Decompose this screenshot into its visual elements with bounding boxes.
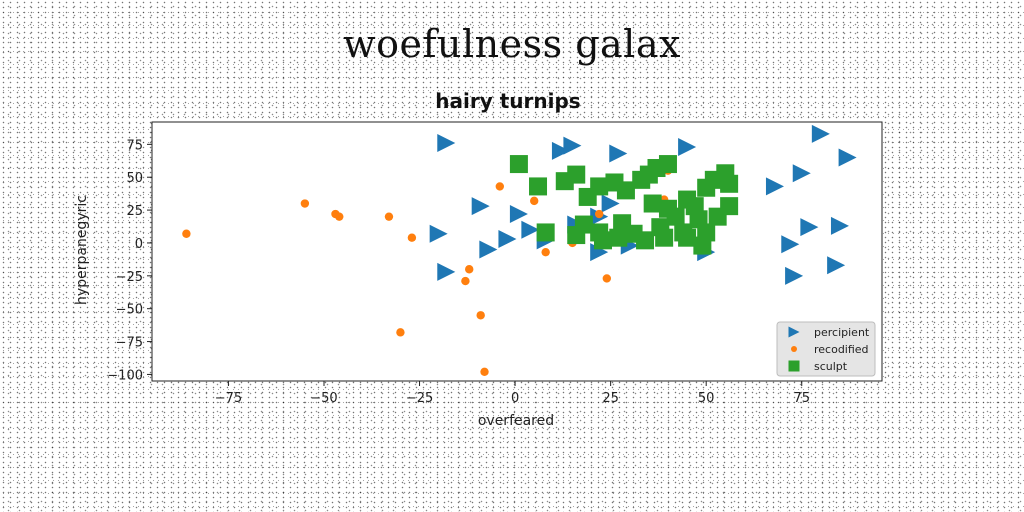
recodified-point xyxy=(495,182,505,191)
percipient-point xyxy=(830,216,849,235)
percipient-point xyxy=(479,240,498,259)
x-tick-label: −50 xyxy=(310,391,337,406)
sculpt-point xyxy=(567,165,586,184)
legend-label: sculpt xyxy=(814,360,848,373)
recodified-point xyxy=(594,209,604,219)
percipient-point xyxy=(437,134,456,153)
sculpt-point xyxy=(613,214,632,233)
recodified-point xyxy=(396,328,405,337)
recodified-point xyxy=(335,212,344,221)
percipient-point xyxy=(800,218,819,237)
percipient-point xyxy=(509,205,528,224)
percipient-point xyxy=(785,266,804,285)
percipient-point xyxy=(551,141,570,160)
recodified-point xyxy=(384,212,394,221)
x-tick-label: −75 xyxy=(215,391,242,406)
recodified-point xyxy=(480,367,489,376)
percipient-point xyxy=(563,136,582,155)
sculpt-point xyxy=(529,177,548,196)
sculpt-point xyxy=(643,194,662,213)
x-tick-label: 0 xyxy=(511,391,519,406)
percipient-point xyxy=(437,262,456,281)
sculpt-point xyxy=(590,177,609,196)
recodified-point xyxy=(602,274,612,283)
y-tick-label: −100 xyxy=(107,368,143,383)
recodified-point xyxy=(541,247,550,257)
y-tick-label: −25 xyxy=(116,270,143,285)
x-tick-label: 50 xyxy=(698,391,715,406)
recodified-point xyxy=(529,196,539,206)
percipient-point xyxy=(827,256,846,275)
x-tick-label: 25 xyxy=(602,391,619,406)
legend-marker-sculpt xyxy=(788,360,800,372)
x-tick-label: 75 xyxy=(793,391,810,406)
y-axis-label: hyperpanegyric xyxy=(74,195,90,305)
sculpt-point xyxy=(616,181,635,200)
percipient-point xyxy=(521,220,540,239)
y-tick-label: 75 xyxy=(126,138,143,153)
sculpt-point xyxy=(678,228,697,247)
y-tick-label: 50 xyxy=(126,171,143,186)
y-tick-label: −75 xyxy=(116,336,143,351)
legend-marker-recodified xyxy=(791,346,797,352)
recodified-point xyxy=(461,276,470,286)
recodified-point xyxy=(476,311,485,320)
data-points xyxy=(182,124,857,376)
x-axis-label: overfeared xyxy=(478,413,554,429)
x-tick-label: −25 xyxy=(406,391,433,406)
y-tick-label: −50 xyxy=(116,303,143,318)
y-tick-label: 0 xyxy=(135,237,143,252)
percipient-point xyxy=(429,224,448,243)
sculpt-point xyxy=(720,174,739,193)
legend-box xyxy=(776,321,876,377)
sculpt-point xyxy=(609,228,628,247)
sculpt-point xyxy=(666,207,685,226)
legend-marker-percipient xyxy=(788,326,800,338)
sculpt-point xyxy=(651,218,670,237)
sculpt-point xyxy=(708,207,727,226)
percipient-point xyxy=(678,137,697,156)
percipient-point xyxy=(609,144,628,163)
legend: percipient recodified sculpt xyxy=(776,321,876,377)
recodified-point xyxy=(465,265,474,274)
recodified-point xyxy=(182,229,191,238)
page-title: woefulness galax xyxy=(343,22,681,66)
percipient-point xyxy=(838,148,857,167)
axis-ticks: −75 −50 −25 0 25 50 75 75 50 25 0 −25 −50 −75 −100 xyxy=(107,138,810,406)
sculpt-point xyxy=(658,155,677,174)
sculpt-point xyxy=(509,155,528,174)
recodified-point xyxy=(407,233,417,242)
percipient-point xyxy=(765,177,784,196)
y-tick-label: 25 xyxy=(126,204,143,219)
percipient-point xyxy=(601,194,620,213)
legend-label: percipient xyxy=(814,326,870,339)
sculpt-point xyxy=(567,226,586,245)
recodified-point xyxy=(300,199,310,208)
percipient-point xyxy=(811,124,830,143)
percipient-point xyxy=(498,230,517,249)
percipient-point xyxy=(471,197,490,216)
sculpt-point xyxy=(593,231,612,250)
chart-title: hairy turnips xyxy=(435,89,580,113)
sculpt-point xyxy=(697,223,716,242)
percipient-point xyxy=(781,235,800,254)
percipient-point xyxy=(792,164,811,183)
legend-label: recodified xyxy=(814,343,869,356)
sculpt-point xyxy=(536,223,555,242)
